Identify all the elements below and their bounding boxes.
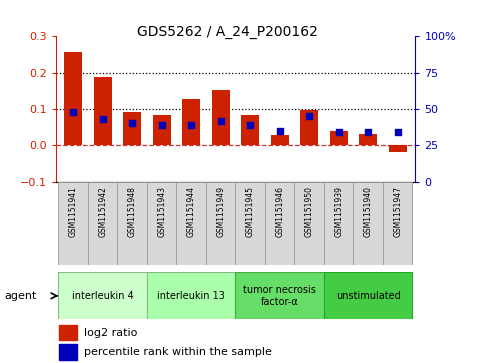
Bar — [330, 131, 348, 145]
Bar — [176, 182, 206, 265]
Point — [305, 113, 313, 119]
Text: GSM1151939: GSM1151939 — [334, 186, 343, 237]
Bar — [94, 77, 112, 145]
Text: unstimulated: unstimulated — [336, 291, 400, 301]
Text: GSM1151942: GSM1151942 — [98, 186, 107, 237]
Bar — [147, 272, 236, 319]
Bar — [242, 115, 259, 145]
Bar — [58, 272, 147, 319]
Text: interleukin 13: interleukin 13 — [157, 291, 225, 301]
Text: agent: agent — [5, 291, 37, 301]
Text: GSM1151946: GSM1151946 — [275, 186, 284, 237]
Text: GSM1151950: GSM1151950 — [305, 186, 313, 237]
Bar — [206, 182, 236, 265]
Point — [217, 118, 225, 123]
Bar — [324, 272, 412, 319]
Point — [394, 129, 401, 135]
Point — [70, 109, 77, 115]
Text: log2 ratio: log2 ratio — [85, 328, 138, 338]
Bar — [183, 99, 200, 145]
Bar — [359, 134, 377, 145]
Bar — [212, 90, 229, 145]
Text: GSM1151948: GSM1151948 — [128, 186, 137, 237]
Bar — [117, 182, 147, 265]
Text: interleukin 4: interleukin 4 — [72, 291, 134, 301]
Text: GSM1151947: GSM1151947 — [393, 186, 402, 237]
Bar — [354, 182, 383, 265]
Bar — [123, 112, 141, 145]
Point — [276, 128, 284, 134]
Bar — [236, 182, 265, 265]
Point — [128, 121, 136, 126]
Bar — [64, 52, 82, 145]
Point — [99, 116, 107, 122]
Text: GDS5262 / A_24_P200162: GDS5262 / A_24_P200162 — [137, 25, 317, 40]
Bar — [59, 325, 77, 340]
Bar — [295, 182, 324, 265]
Bar — [147, 182, 176, 265]
Bar — [59, 344, 77, 359]
Text: GSM1151940: GSM1151940 — [364, 186, 373, 237]
Bar — [236, 272, 324, 319]
Text: GSM1151941: GSM1151941 — [69, 186, 78, 237]
Text: percentile rank within the sample: percentile rank within the sample — [85, 347, 272, 357]
Bar — [389, 145, 407, 152]
Text: tumor necrosis
factor-α: tumor necrosis factor-α — [243, 285, 316, 307]
Bar — [271, 135, 288, 145]
Text: GSM1151944: GSM1151944 — [187, 186, 196, 237]
Point — [158, 122, 166, 128]
Text: GSM1151943: GSM1151943 — [157, 186, 166, 237]
Point — [364, 129, 372, 135]
Bar — [383, 182, 412, 265]
Text: GSM1151945: GSM1151945 — [246, 186, 255, 237]
Point — [246, 122, 254, 128]
Point — [187, 122, 195, 128]
Bar — [153, 115, 170, 145]
Bar — [265, 182, 295, 265]
Bar — [88, 182, 117, 265]
Point — [335, 129, 342, 135]
Bar — [58, 182, 88, 265]
Bar — [300, 110, 318, 145]
Text: GSM1151949: GSM1151949 — [216, 186, 225, 237]
Bar — [324, 182, 354, 265]
